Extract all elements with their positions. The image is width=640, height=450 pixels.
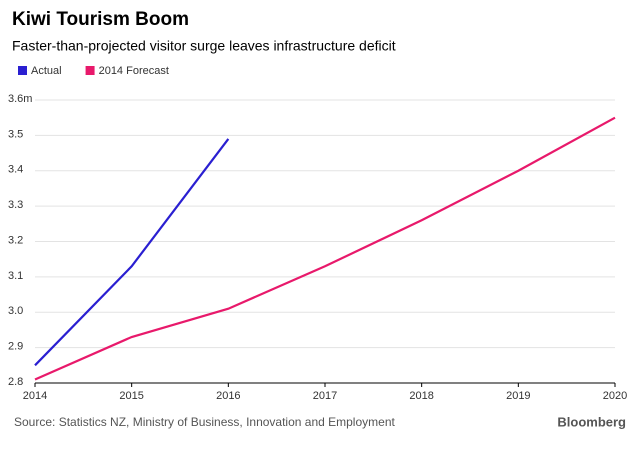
line (34, 116, 616, 381)
x-tick-label: 2015 (119, 390, 143, 402)
y-tick-label: 3.3 (8, 199, 23, 211)
chart-title: Kiwi Tourism Boom (12, 9, 189, 30)
legend-label: 2014 Forecast (99, 65, 169, 77)
chart-subtitle: Faster-than-projected visitor surge leav… (12, 38, 396, 54)
y-tick-label: 3.5 (8, 128, 23, 140)
legend-swatch (85, 66, 95, 75)
logo: Bloomberg (557, 414, 626, 429)
legend-label: Actual (31, 65, 62, 77)
y-tick-label: 3.2 (8, 234, 23, 246)
line (34, 138, 230, 367)
x-tick-label: 2019 (506, 390, 530, 402)
y-tick-label: 3.4 (8, 164, 23, 176)
x-tick-label: 2018 (409, 390, 433, 402)
x-tick-label: 2016 (216, 390, 240, 402)
y-tick-label: 3.1 (8, 270, 23, 282)
x-tick-label: 2020 (603, 390, 627, 402)
y-tick-label: 2.8 (8, 376, 23, 388)
y-tick-label: 3.0 (8, 305, 23, 317)
x-tick-label: 2014 (23, 390, 47, 402)
source: Source: Statistics NZ, Ministry of Busin… (14, 415, 395, 429)
legend-swatch (18, 66, 27, 75)
y-tick-label: 3.6m (8, 93, 32, 105)
y-tick-label: 2.9 (8, 341, 23, 353)
x-tick-label: 2017 (313, 390, 337, 402)
